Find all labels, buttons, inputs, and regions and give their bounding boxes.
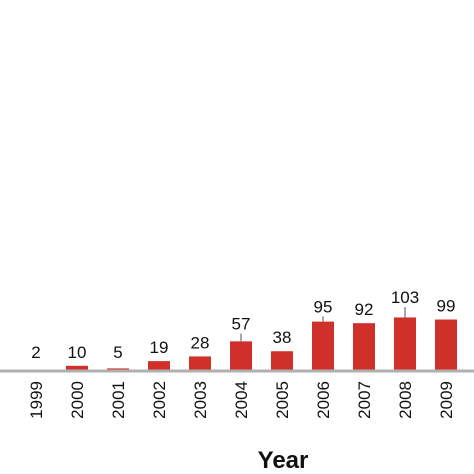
- bar-2006: [312, 321, 334, 371]
- value-label-2005: 38: [273, 328, 292, 347]
- x-tick-label-2002: 2002: [150, 381, 169, 419]
- bar-2000: [66, 365, 88, 371]
- value-label-2001: 5: [113, 343, 122, 362]
- x-tick-label-2001: 2001: [109, 381, 128, 419]
- x-tick-labels-group: 1999 2000 2001 2002 2003 2004 2005 2006 2007 2008…: [27, 381, 456, 419]
- error-bars-group: [240, 307, 406, 342]
- x-tick-label-2003: 2003: [191, 381, 210, 419]
- x-tick-label-2005: 2005: [273, 381, 292, 419]
- bar-2005: [271, 351, 293, 371]
- value-label-2002: 19: [150, 338, 169, 357]
- value-label-2004: 57: [232, 315, 251, 334]
- bar-2008: [394, 317, 416, 371]
- value-labels-group: 2 10 5 19 28 57 38 95 92 103 99: [31, 288, 455, 362]
- value-label-2000: 10: [68, 343, 87, 362]
- x-tick-label-2009: 2009: [437, 381, 456, 419]
- value-label-2007: 92: [355, 300, 374, 319]
- value-label-2008: 103: [391, 288, 419, 307]
- x-tick-label-2008: 2008: [396, 381, 415, 419]
- value-label-2003: 28: [191, 333, 210, 352]
- x-tick-label-2004: 2004: [232, 381, 251, 419]
- x-tick-label-2000: 2000: [68, 381, 87, 419]
- bar-2009: [435, 319, 457, 371]
- x-axis-title: Year: [258, 447, 309, 474]
- x-tick-label-2007: 2007: [355, 381, 374, 419]
- value-label-1999: 2: [31, 343, 40, 362]
- bar-2004: [230, 341, 252, 371]
- value-label-2009: 99: [437, 297, 456, 316]
- bars-group: [25, 317, 457, 371]
- bar-2002: [148, 361, 170, 371]
- bar-2007: [353, 323, 375, 371]
- value-label-2006: 95: [314, 297, 333, 316]
- x-tick-label-2006: 2006: [314, 381, 333, 419]
- bar-2003: [189, 356, 211, 371]
- x-tick-label-1999: 1999: [27, 381, 46, 419]
